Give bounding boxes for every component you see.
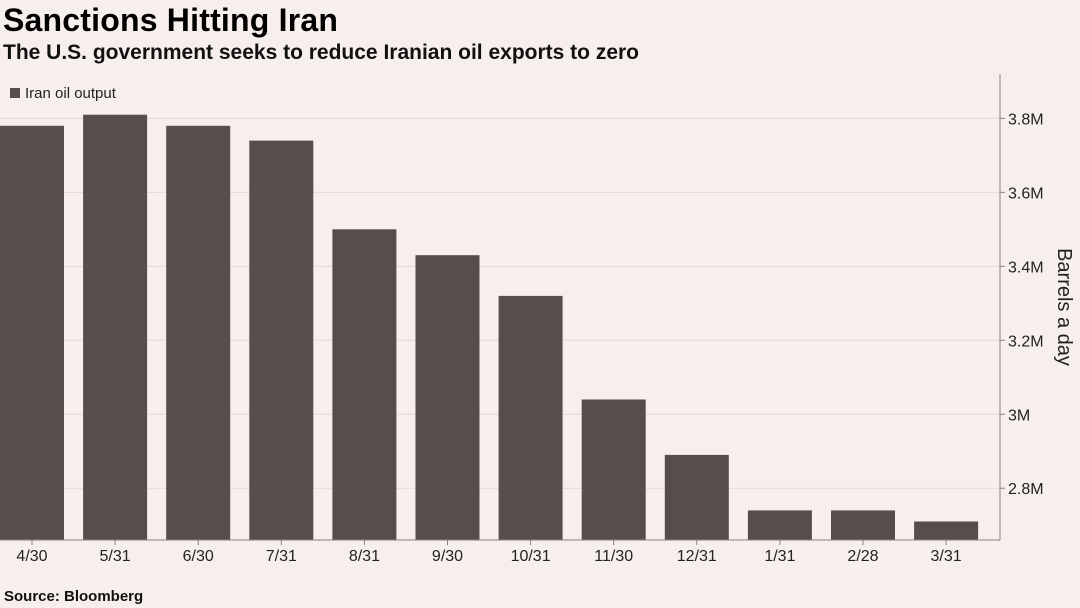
bar-10-31: [498, 295, 563, 540]
y-tick-label: 2.8M: [1008, 481, 1044, 498]
chart-source: Source: Bloomberg: [4, 588, 144, 605]
y-tick-labels: 2.8M 3M 3.2M 3.4M 3.6M 3.8M: [1000, 111, 1044, 498]
legend-box: [3, 75, 139, 109]
bar-6-30: [166, 125, 231, 541]
y-tick-label: 3.6M: [1008, 185, 1044, 202]
bar-9-30: [415, 255, 480, 540]
x-tick-label: 4/30: [16, 548, 47, 565]
chart-title: Sanctions Hitting Iran: [3, 2, 339, 38]
bar-1-31: [747, 510, 812, 540]
bar-4-30: [0, 125, 64, 541]
bars: [0, 114, 979, 541]
bar-8-31: [332, 229, 397, 541]
y-tick-label: 3.2M: [1008, 333, 1044, 350]
bar-2-28: [831, 510, 895, 540]
y-axis-label: Barrels a day: [1053, 248, 1075, 366]
x-tick-label: 1/31: [764, 548, 795, 565]
x-tick-label: 6/30: [183, 548, 214, 565]
bar-12-31: [664, 454, 729, 540]
legend-swatch: [10, 88, 20, 98]
x-tick-label: 9/30: [432, 548, 463, 565]
x-tick-label: 12/31: [677, 548, 717, 565]
x-tick-label: 8/31: [349, 548, 380, 565]
chart-subtitle: The U.S. government seeks to reduce Iran…: [3, 41, 639, 64]
x-tick-label: 3/31: [931, 548, 962, 565]
x-tick-labels: 4/30 5/31 6/30 7/31 8/31 9/30 10/31 11/30 12/31 1…: [16, 540, 962, 565]
bar-3-31: [914, 521, 979, 540]
bar-7-31: [249, 140, 314, 540]
axes: [0, 74, 1001, 541]
bar-11-30: [581, 399, 646, 540]
y-tick-label: 3.8M: [1008, 111, 1044, 128]
legend-label: Iran oil output: [25, 85, 117, 102]
x-tick-label: 2/28: [847, 548, 878, 565]
bar-5-31: [83, 114, 148, 540]
legend: Iran oil output: [3, 75, 139, 109]
x-tick-label: 10/31: [511, 548, 551, 565]
y-tick-label: 3.4M: [1008, 259, 1044, 276]
x-tick-label: 5/31: [100, 548, 131, 565]
x-tick-label: 11/30: [594, 548, 633, 565]
y-tick-label: 3M: [1008, 407, 1030, 424]
x-tick-label: 7/31: [266, 548, 297, 565]
